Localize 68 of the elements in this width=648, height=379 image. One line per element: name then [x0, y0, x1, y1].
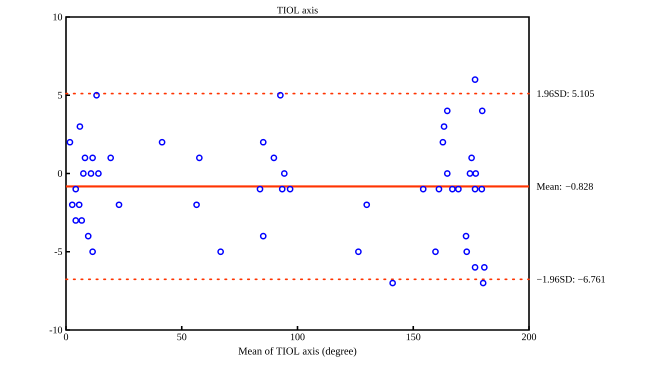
point: [158, 138, 166, 146]
point: [463, 248, 470, 256]
point: [444, 108, 451, 114]
point: [478, 108, 486, 114]
point: [277, 92, 284, 99]
point: [462, 232, 470, 240]
point: [95, 170, 102, 177]
point: [278, 186, 286, 192]
point: [472, 264, 478, 271]
point: [480, 280, 487, 286]
point: [260, 232, 267, 240]
point: [107, 154, 114, 162]
x-tick-label: 150: [406, 334, 420, 340]
x-axis-title: Mean of TIOL axis (degree): [238, 347, 356, 357]
x-tick-label: 50: [177, 334, 186, 340]
point: [480, 264, 488, 271]
point: [455, 186, 462, 192]
point: [389, 280, 396, 286]
point: [436, 186, 442, 192]
point: [280, 170, 288, 177]
point: [472, 186, 478, 192]
point: [89, 154, 96, 162]
point: [270, 154, 278, 162]
point: [68, 201, 76, 208]
point: [472, 170, 480, 177]
x-tick-label: 0: [64, 334, 68, 340]
point: [217, 248, 224, 256]
point: [355, 248, 362, 256]
x-tick-label: 100: [290, 334, 305, 340]
ref-line-label: 1.96SD: 5.105: [537, 90, 594, 97]
y-tick-label: 0: [58, 170, 62, 177]
point: [256, 186, 264, 192]
point: [466, 170, 474, 177]
point: [440, 123, 448, 130]
ref-line-label: Mean: −0.828: [536, 183, 593, 190]
point: [260, 138, 267, 146]
point: [116, 201, 122, 208]
point: [89, 248, 96, 256]
point: [196, 154, 203, 162]
point: [80, 170, 87, 177]
ref-line-label: −1.96SD: −6.761: [537, 276, 606, 283]
point: [76, 201, 83, 208]
point: [432, 248, 439, 256]
point: [66, 138, 74, 146]
point: [88, 170, 94, 177]
point: [72, 217, 80, 224]
point: [468, 154, 475, 162]
point: [193, 201, 200, 208]
y-tick-label: -10: [50, 326, 62, 334]
y-tick-label: 10: [53, 14, 62, 20]
point: [93, 92, 100, 99]
point: [449, 186, 456, 192]
point: [420, 186, 427, 192]
x-tick-label: 200: [522, 334, 536, 340]
point: [78, 217, 86, 224]
point: [72, 186, 80, 192]
point: [444, 170, 451, 177]
chart-title: TIOL axis: [277, 6, 318, 14]
point: [76, 123, 84, 130]
y-tick-label: 5: [58, 92, 62, 99]
point: [478, 186, 486, 192]
point: [363, 201, 370, 208]
point: [440, 138, 446, 146]
point: [286, 186, 294, 192]
point: [82, 154, 88, 162]
point: [472, 76, 478, 83]
point: [84, 232, 92, 240]
y-tick-label: -5: [54, 248, 62, 256]
